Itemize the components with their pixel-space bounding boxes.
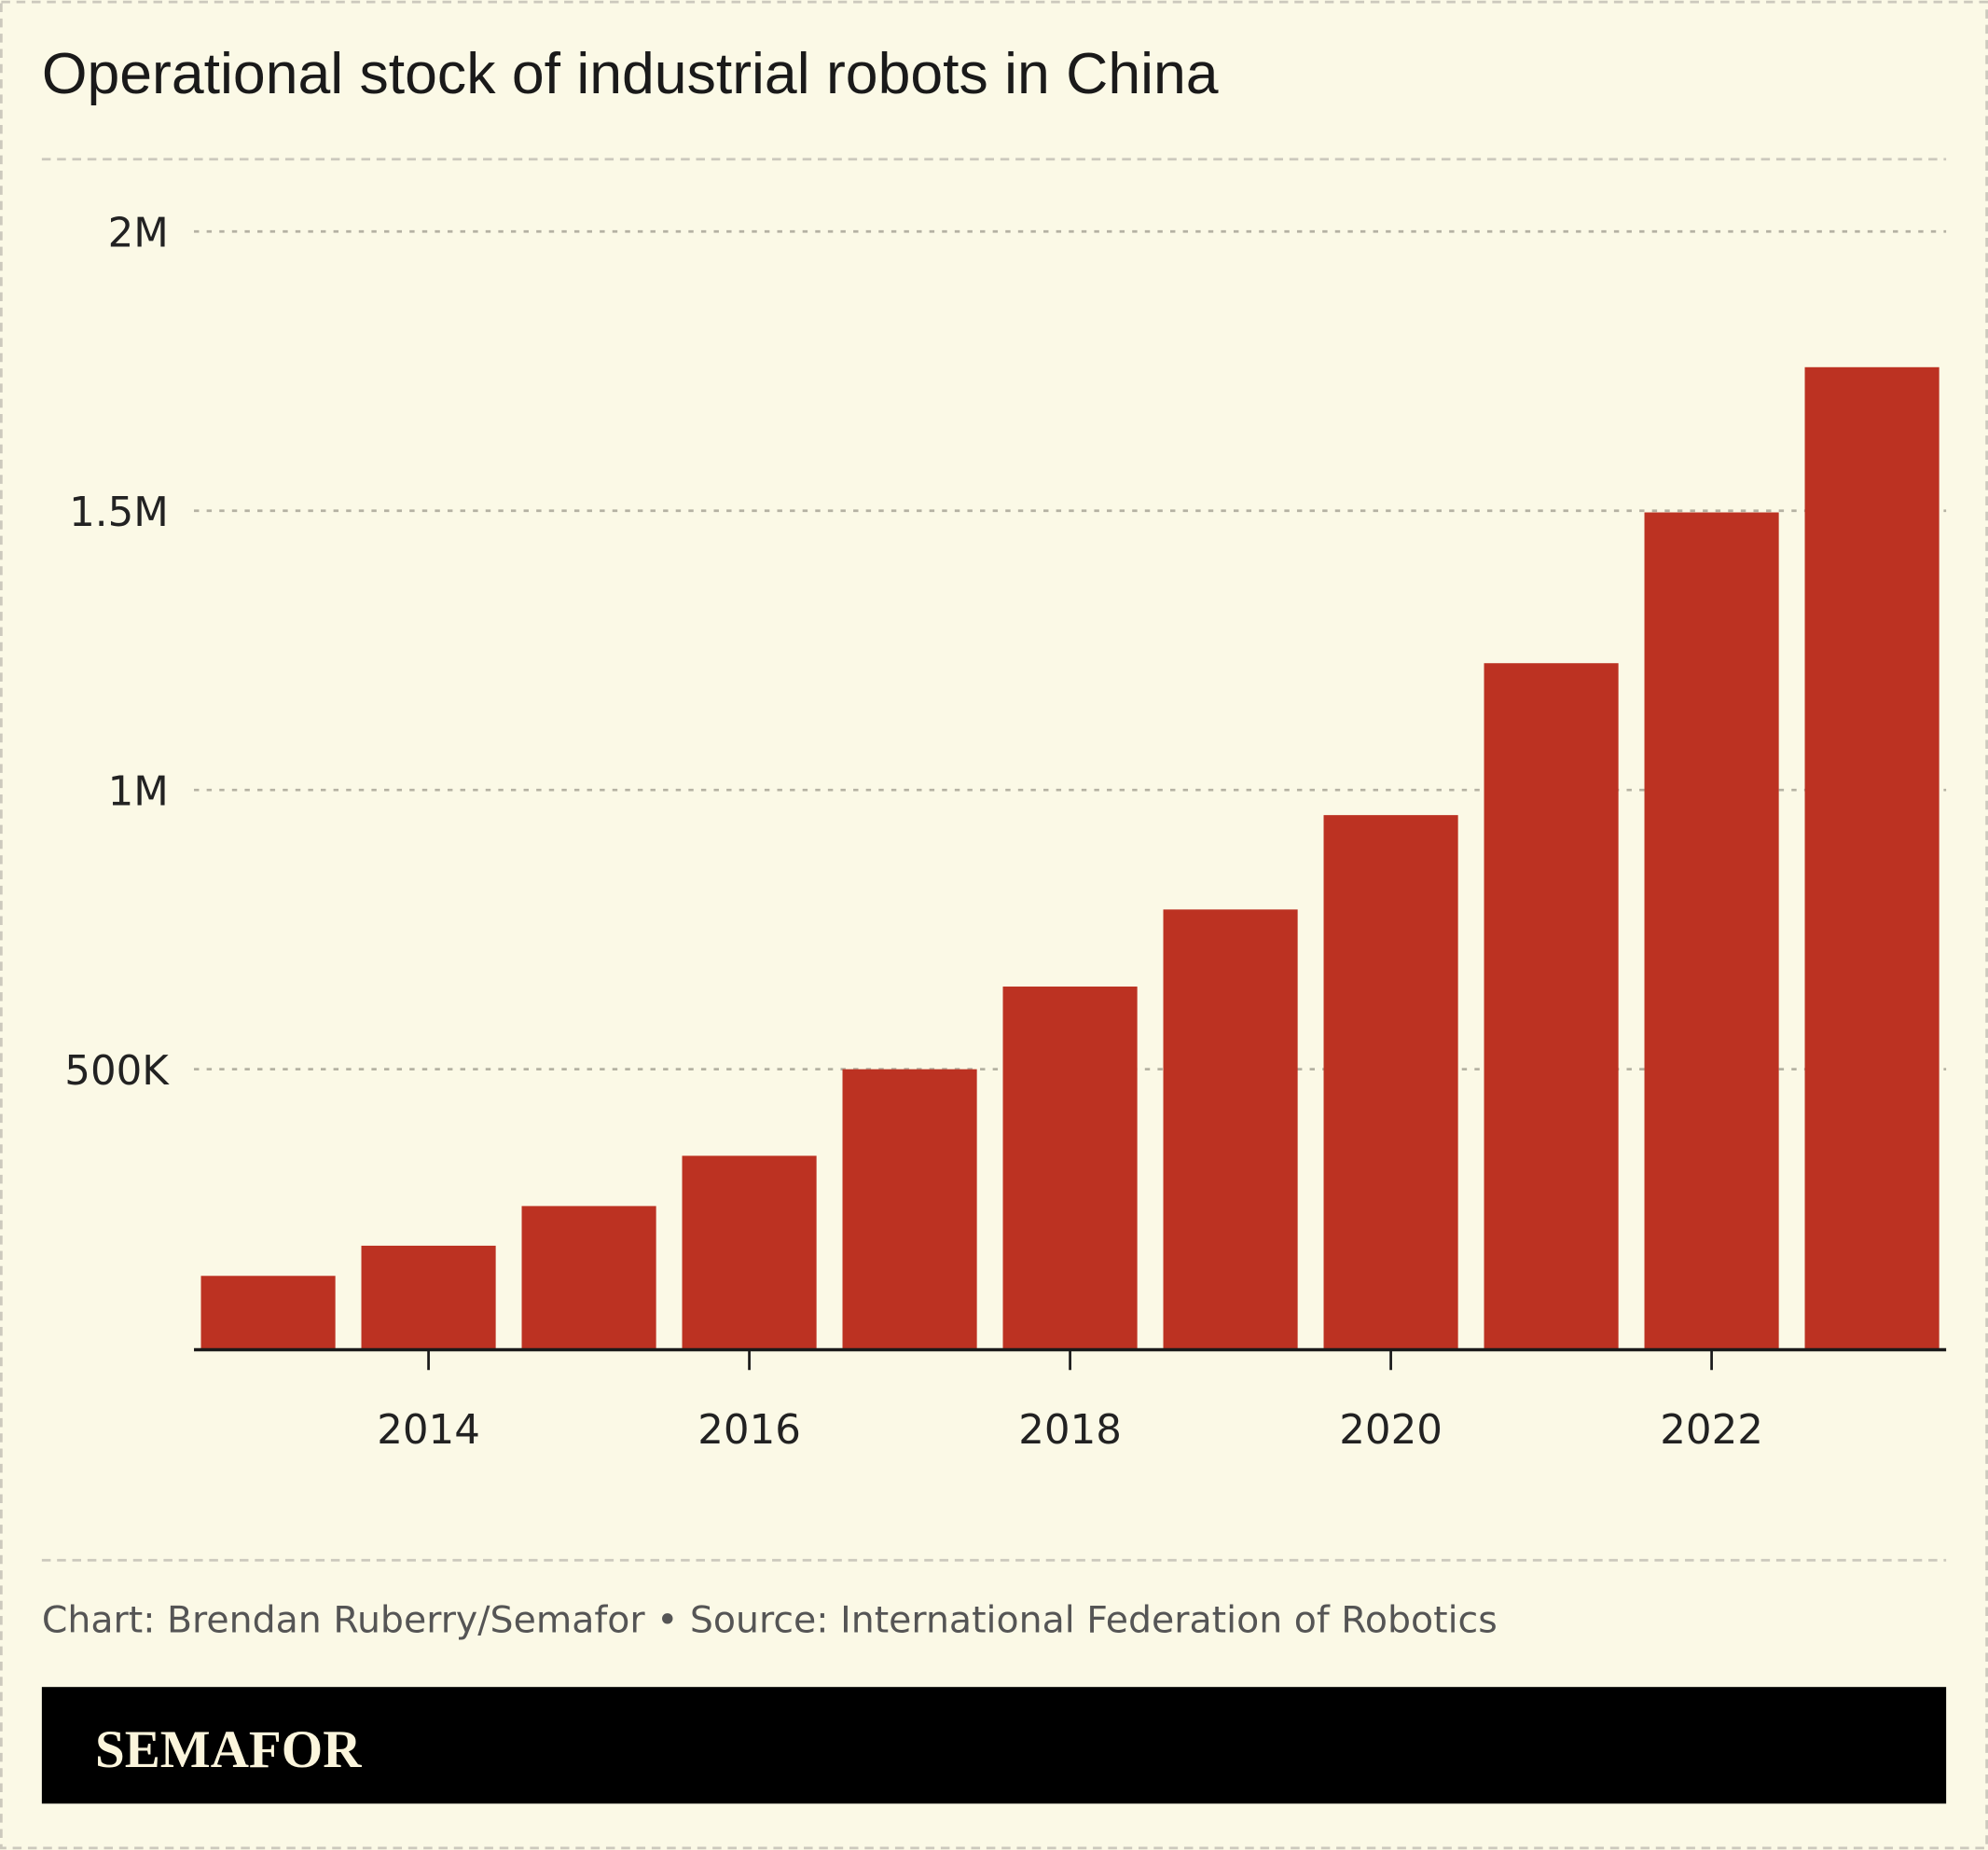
bar-2023 <box>1804 366 1940 1349</box>
bar-2016 <box>682 1155 817 1349</box>
x-tick-label: 2022 <box>1660 1407 1763 1454</box>
bar-2017 <box>842 1069 977 1349</box>
bar-2020 <box>1323 815 1458 1349</box>
bar-2021 <box>1484 663 1619 1349</box>
y-tick-label: 500K <box>64 1048 170 1095</box>
x-tick-label: 2018 <box>1018 1407 1122 1454</box>
y-tick-label: 1.5M <box>69 490 169 536</box>
y-tick-label: 2M <box>108 211 169 257</box>
logo-bar <box>41 1687 1947 1804</box>
bar-2019 <box>1163 909 1298 1349</box>
semafor-logo: SEMAFOR <box>95 1720 362 1779</box>
bar-2014 <box>361 1245 496 1349</box>
bar-2013 <box>200 1276 336 1349</box>
y-tick-label: 1M <box>108 769 169 816</box>
bar-2015 <box>521 1206 656 1349</box>
x-tick-label: 2016 <box>697 1407 801 1454</box>
chart-title: Operational stock of industrial robots i… <box>42 41 1219 106</box>
bar-2018 <box>1002 987 1138 1349</box>
x-tick-label: 2014 <box>377 1407 480 1454</box>
x-tick-label: 2020 <box>1339 1407 1443 1454</box>
bar-2022 <box>1644 512 1779 1349</box>
source-note: Chart: Brendan Ruberry/Semafor • Source:… <box>42 1599 1498 1642</box>
